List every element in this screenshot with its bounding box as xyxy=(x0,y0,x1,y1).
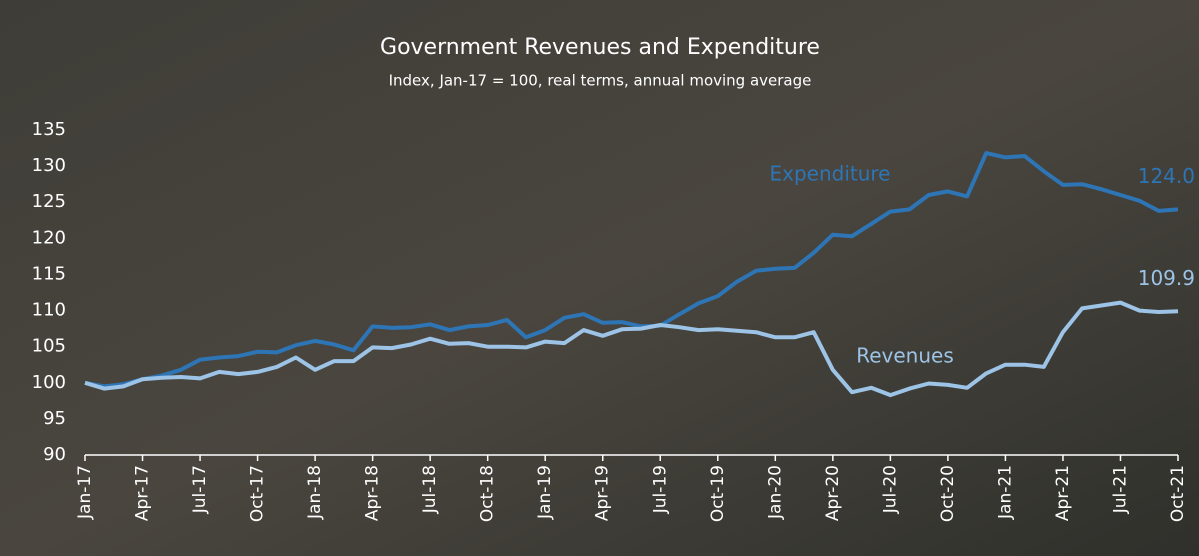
y-tick-label: 115 xyxy=(32,263,66,284)
series-line xyxy=(84,300,1179,398)
x-tick-label: Oct-17 xyxy=(248,465,268,522)
y-tick-label: 100 xyxy=(32,372,66,393)
series-label: Revenues xyxy=(856,344,954,368)
chart-subtitle: Index, Jan-17 = 100, real terms, annual … xyxy=(389,72,812,90)
y-tick-label: 110 xyxy=(32,300,66,321)
x-tick-label: Oct-20 xyxy=(938,465,958,522)
x-tick-label: Apr-20 xyxy=(823,465,843,521)
series-line xyxy=(84,151,1179,389)
data-label: 124.0 xyxy=(1138,164,1195,188)
chart-title: Government Revenues and Expenditure xyxy=(380,35,820,60)
x-tick-label: Apr-18 xyxy=(363,465,383,521)
x-tick-label: Oct-18 xyxy=(478,465,498,522)
y-tick-label: 95 xyxy=(43,408,66,429)
x-tick-label: Jul-17 xyxy=(190,465,210,514)
y-tick-label: 125 xyxy=(32,191,66,212)
x-tick-label: Jan-19 xyxy=(535,465,555,520)
y-tick-label: 135 xyxy=(32,119,66,140)
y-tick-label: 120 xyxy=(32,227,66,248)
x-tick-label: Jan-21 xyxy=(995,465,1015,520)
x-tick-label: Jul-18 xyxy=(420,465,440,514)
x-tick-label: Apr-21 xyxy=(1053,465,1073,521)
data-label: 109.9 xyxy=(1138,266,1195,290)
x-tick-label: Jul-20 xyxy=(880,465,900,514)
x-tick-label: Jan-17 xyxy=(75,465,95,520)
x-tick-label: Jan-20 xyxy=(765,465,785,520)
x-tick-label: Oct-19 xyxy=(708,465,728,522)
y-tick-label: 130 xyxy=(32,155,66,176)
x-tick-label: Apr-17 xyxy=(133,465,153,521)
x-tick-label: Apr-19 xyxy=(593,465,613,521)
x-tick-label: Jul-19 xyxy=(650,465,670,514)
series-label: Expenditure xyxy=(769,162,890,186)
x-tick-label: Oct-21 xyxy=(1168,465,1188,522)
y-tick-label: 105 xyxy=(32,336,66,357)
x-tick-label: Jan-18 xyxy=(305,465,325,520)
y-tick-label: 90 xyxy=(43,444,66,465)
x-tick-label: Jul-21 xyxy=(1110,465,1130,514)
